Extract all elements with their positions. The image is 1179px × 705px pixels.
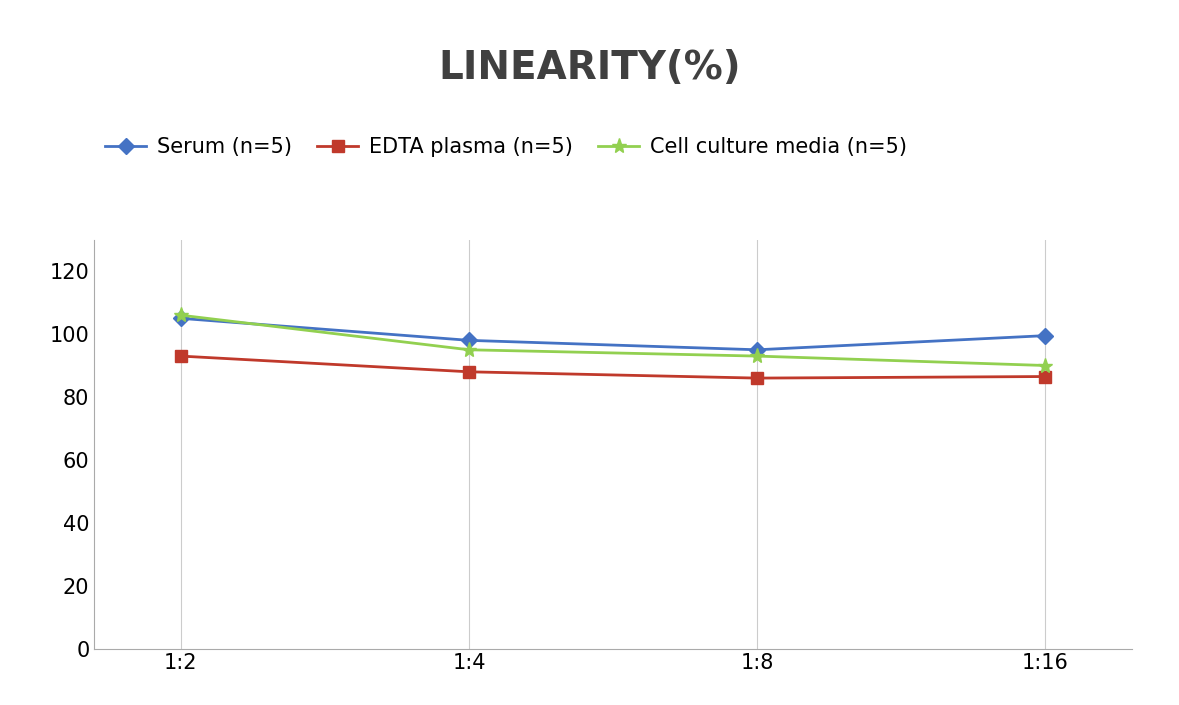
Line: EDTA plasma (n=5): EDTA plasma (n=5)	[176, 350, 1050, 384]
Legend: Serum (n=5), EDTA plasma (n=5), Cell culture media (n=5): Serum (n=5), EDTA plasma (n=5), Cell cul…	[105, 137, 907, 157]
Cell culture media (n=5)	[462, 345, 476, 354]
Text: LINEARITY(%): LINEARITY(%)	[439, 49, 740, 87]
EDTA plasma (n=5)	[462, 367, 476, 376]
Line: Cell culture media (n=5): Cell culture media (n=5)	[173, 307, 1053, 373]
Serum (n=5)	[1039, 331, 1053, 340]
Cell culture media (n=5)	[173, 311, 187, 319]
Cell culture media (n=5)	[750, 352, 764, 360]
EDTA plasma (n=5)	[750, 374, 764, 382]
EDTA plasma (n=5)	[1039, 372, 1053, 381]
Serum (n=5)	[173, 314, 187, 323]
EDTA plasma (n=5)	[173, 352, 187, 360]
Serum (n=5)	[750, 345, 764, 354]
Cell culture media (n=5)	[1039, 361, 1053, 369]
Serum (n=5)	[462, 336, 476, 345]
Line: Serum (n=5): Serum (n=5)	[176, 313, 1050, 355]
